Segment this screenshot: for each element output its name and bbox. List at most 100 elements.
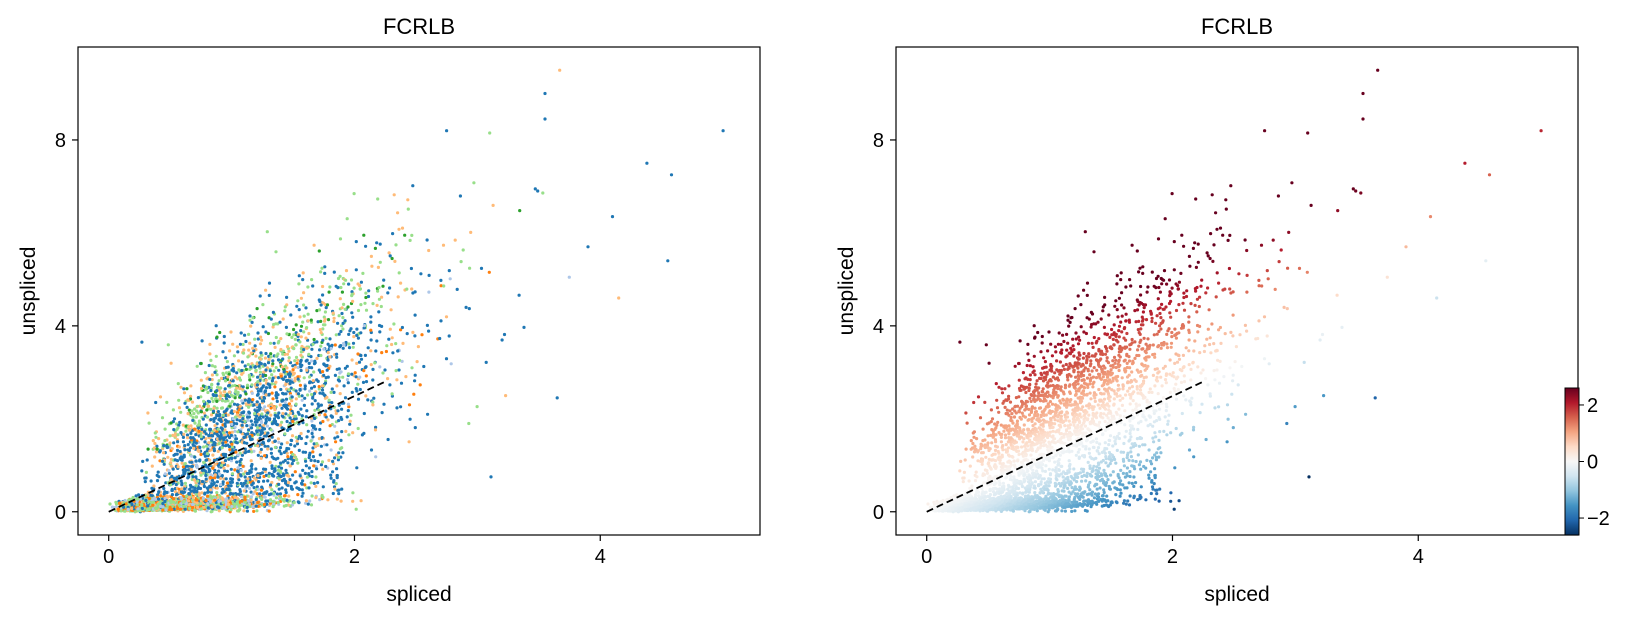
- scatter-point: [1157, 285, 1161, 290]
- scatter-point: [172, 428, 176, 432]
- scatter-point: [274, 335, 278, 340]
- scatter-point: [197, 429, 201, 433]
- scatter-point: [219, 483, 223, 487]
- scatter-point: [191, 418, 195, 422]
- scatter-point: [300, 488, 304, 492]
- x-tick-label: 0: [103, 546, 114, 568]
- scatter-point: [223, 379, 228, 383]
- scatter-point: [359, 357, 364, 361]
- scatter-point: [204, 423, 208, 427]
- scatter-point: [221, 413, 225, 417]
- scatter-point: [1113, 442, 1118, 446]
- scatter-point: [373, 361, 377, 365]
- scatter-point: [220, 399, 225, 403]
- scatter-point: [185, 436, 190, 440]
- scatter-point: [320, 384, 325, 388]
- scatter-point: [301, 271, 305, 275]
- plot-area: [78, 47, 760, 535]
- scatter-point: [171, 467, 175, 471]
- scatter-point: [264, 351, 268, 356]
- scatter-point: [413, 373, 417, 377]
- scatter-point: [318, 453, 322, 457]
- scatter-point: [241, 385, 245, 389]
- scatter-point: [274, 366, 278, 370]
- scatter-point: [293, 376, 297, 380]
- scatter-point: [189, 431, 193, 435]
- scatter-point: [287, 494, 291, 498]
- scatter-point: [246, 355, 250, 359]
- scatter-point: [247, 400, 251, 404]
- scatter-point: [269, 413, 273, 417]
- scatter-point: [339, 285, 343, 290]
- scatter-point: [335, 431, 339, 435]
- scatter-point: [306, 393, 310, 397]
- scatter-point: [541, 191, 545, 195]
- scatter-point: [1164, 409, 1168, 413]
- scatter-point: [224, 356, 228, 360]
- scatter-point: [235, 345, 239, 349]
- scatter-point: [364, 291, 368, 295]
- scatter-point: [130, 502, 134, 507]
- scatter-point: [146, 504, 150, 508]
- scatter-point: [192, 478, 196, 482]
- scatter-point: [324, 376, 328, 380]
- scatter-point: [343, 307, 347, 311]
- scatter-point: [337, 451, 341, 455]
- scatter-point: [1147, 476, 1151, 480]
- scatter-point: [276, 500, 280, 505]
- scatter-point: [302, 376, 306, 380]
- scatter-point: [398, 358, 402, 362]
- scatter-point: [411, 330, 415, 334]
- scatter-point: [334, 482, 338, 486]
- scatter-point: [310, 402, 314, 406]
- scatter-point: [351, 499, 355, 503]
- scatter-point: [275, 492, 279, 496]
- scatter-point: [1025, 363, 1029, 368]
- scatter-point: [199, 410, 203, 414]
- scatter-point: [337, 488, 341, 492]
- scatter-point: [221, 441, 225, 445]
- scatter-point: [1204, 377, 1208, 381]
- scatter-point: [330, 387, 334, 391]
- scatter-point: [280, 420, 284, 424]
- scatter-point: [183, 507, 187, 511]
- scatter-point: [269, 355, 273, 359]
- scatter-point: [307, 352, 311, 356]
- scatter-point: [217, 509, 221, 513]
- scatter-point: [1156, 297, 1160, 301]
- scatter-point: [381, 284, 385, 288]
- scatter-point: [234, 390, 238, 394]
- scatter-point: [307, 456, 311, 460]
- scatter-point: [154, 506, 158, 510]
- scatter-point: [315, 340, 319, 344]
- scatter-point: [310, 494, 314, 498]
- scatter-point: [302, 303, 306, 307]
- scatter-point: [187, 492, 191, 496]
- scatter-point: [266, 431, 270, 435]
- scatter-point: [140, 503, 144, 507]
- scatter-point: [291, 473, 295, 477]
- scatter-point: [161, 508, 165, 512]
- scatter-point: [1090, 341, 1094, 345]
- scatter-point: [238, 488, 242, 492]
- scatter-point: [245, 505, 249, 509]
- scatter-point: [438, 336, 442, 341]
- scatter-point: [444, 357, 449, 361]
- scatter-point: [489, 475, 493, 479]
- scatter-point: [202, 445, 206, 449]
- scatter-point: [380, 351, 384, 355]
- scatter-point: [160, 416, 165, 420]
- scatter-point: [256, 444, 260, 448]
- scatter-point: [356, 426, 360, 431]
- scatter-point: [1213, 406, 1217, 410]
- scatter-point: [1168, 358, 1172, 362]
- scatter-point: [309, 359, 314, 363]
- scatter-point: [215, 480, 219, 484]
- scatter-point: [475, 405, 479, 409]
- scatter-point: [224, 500, 228, 504]
- scatter-point: [331, 462, 336, 466]
- scatter-point: [281, 352, 285, 356]
- scatter-point: [310, 431, 314, 436]
- scatter-point: [1169, 491, 1173, 495]
- scatter-point: [194, 489, 198, 493]
